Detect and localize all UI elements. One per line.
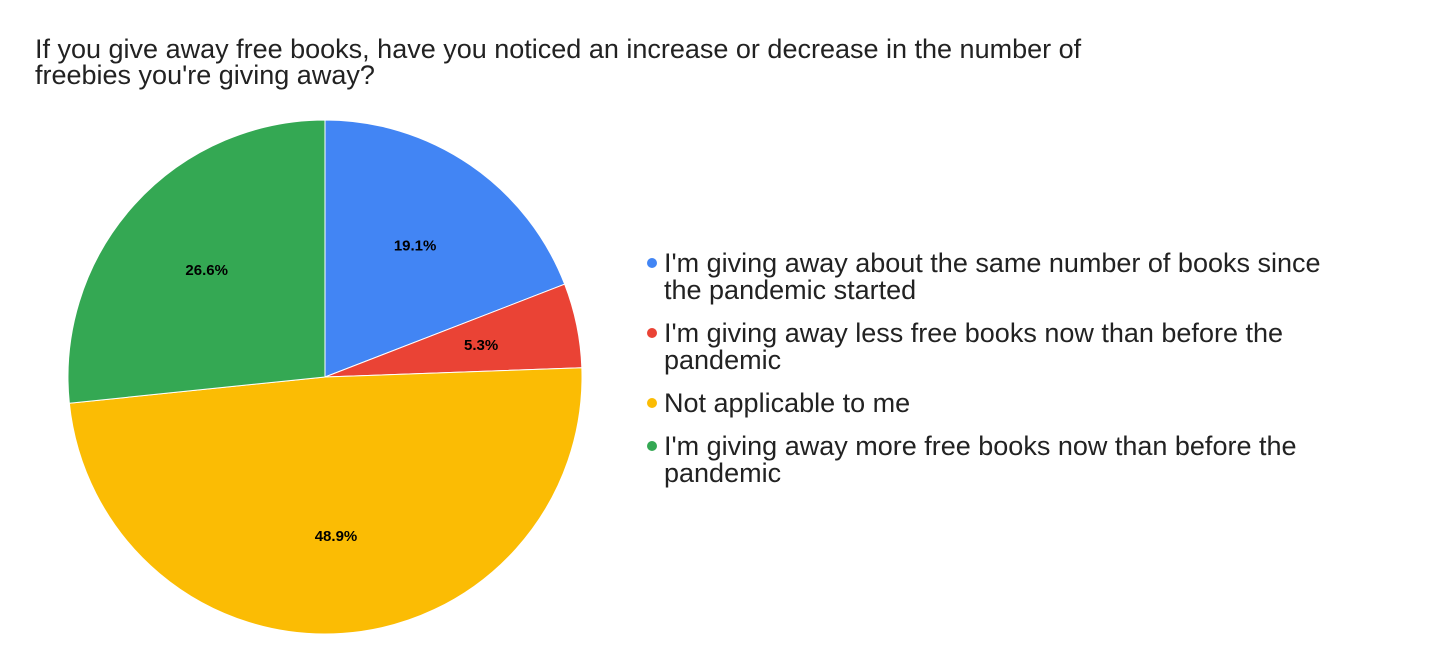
legend-item[interactable]: I'm giving away about the same number of…: [647, 248, 1321, 305]
legend-label: the pandemic started: [664, 275, 916, 305]
legend-item[interactable]: I'm giving away less free books now than…: [647, 318, 1283, 375]
pie-slice[interactable]: [67, 119, 326, 404]
legend-label: I'm giving away about the same number of…: [664, 248, 1321, 278]
legend-label: I'm giving away less free books now than…: [664, 318, 1283, 348]
chart-title-line: freebies you're giving away?: [35, 60, 375, 90]
legend: I'm giving away about the same number of…: [647, 248, 1321, 488]
legend-label: pandemic: [664, 345, 781, 375]
pie-slices: [67, 119, 583, 635]
slice-value-label: 19.1%: [394, 238, 437, 255]
pie-slice[interactable]: [68, 367, 583, 635]
slice-value-label: 5.3%: [464, 337, 498, 354]
legend-label: Not applicable to me: [664, 388, 910, 418]
legend-item[interactable]: I'm giving away more free books now than…: [647, 431, 1297, 488]
chart-title-line: If you give away free books, have you no…: [35, 34, 1082, 64]
chart-title: If you give away free books, have you no…: [35, 34, 1082, 90]
legend-swatch: [647, 258, 657, 268]
legend-label: pandemic: [664, 458, 781, 488]
pie-slice[interactable]: [324, 119, 566, 378]
slice-value-label: 48.9%: [315, 528, 358, 545]
legend-swatch: [647, 398, 657, 408]
legend-item[interactable]: Not applicable to me: [647, 388, 910, 418]
slice-labels: 19.1% 5.3% 48.9% 26.6%: [185, 238, 498, 546]
legend-swatch: [647, 328, 657, 338]
legend-label: I'm giving away more free books now than…: [664, 431, 1297, 461]
legend-swatch: [647, 441, 657, 451]
slice-value-label: 26.6%: [185, 262, 228, 279]
